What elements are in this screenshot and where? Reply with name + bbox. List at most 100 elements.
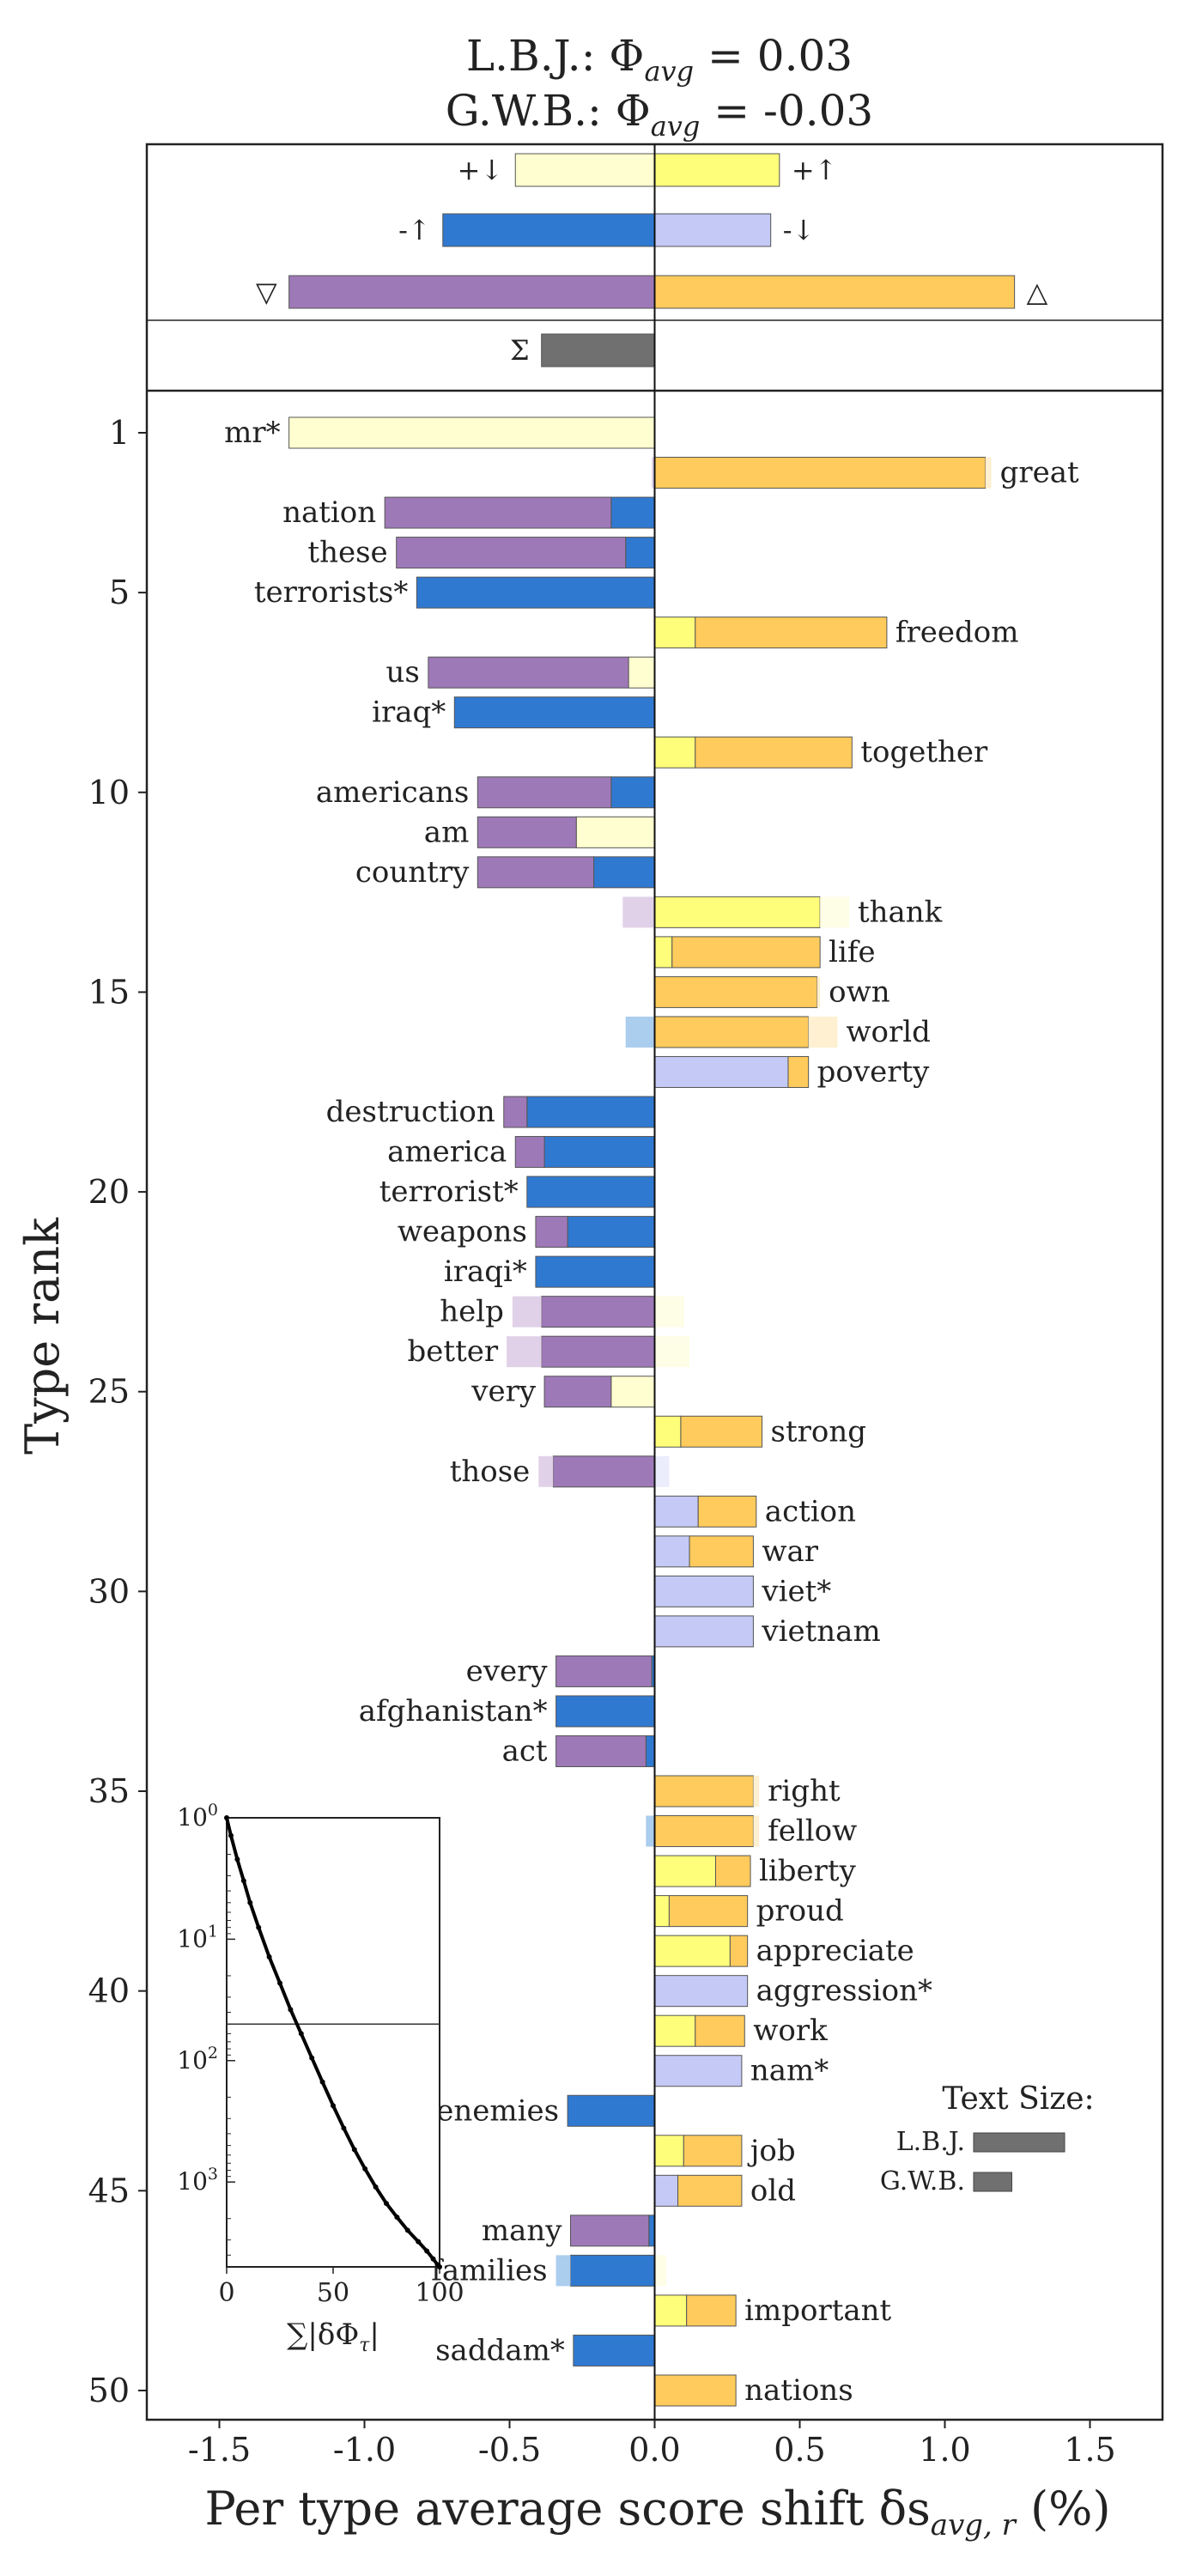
inset-curve-point bbox=[228, 1832, 234, 1838]
word-bar-segment bbox=[477, 856, 595, 889]
inset-curve-point bbox=[362, 2166, 368, 2172]
word-bar-segment bbox=[654, 2055, 743, 2087]
word-bar-segment bbox=[477, 776, 612, 809]
sum-panel: Σ bbox=[510, 333, 655, 368]
word-label: mr* bbox=[224, 416, 281, 450]
word-bar-segment bbox=[628, 656, 656, 689]
word-label: job bbox=[747, 2134, 796, 2168]
word-label: enemies bbox=[436, 2093, 559, 2128]
x-tick-label: -1.0 bbox=[333, 2431, 396, 2469]
word-label: iraqi* bbox=[444, 1255, 527, 1289]
word-bar-segment bbox=[535, 1216, 568, 1249]
inset-curve-point bbox=[373, 2184, 379, 2190]
word-bar-segment bbox=[686, 2294, 737, 2327]
word-label: very bbox=[470, 1375, 537, 1409]
word-bar-segment bbox=[503, 1096, 528, 1128]
word-bar-segment bbox=[654, 1495, 699, 1528]
inset-y-tick-label: 102 bbox=[177, 2044, 218, 2075]
summary-bar bbox=[654, 213, 772, 247]
x-tick-label: -1.5 bbox=[188, 2431, 251, 2469]
word-bar-segment bbox=[575, 816, 655, 848]
legend-label: G.W.B. bbox=[880, 2166, 965, 2196]
word-bar-segment bbox=[541, 1296, 655, 1328]
word-bar-segment bbox=[654, 975, 818, 1008]
word-bar-segment bbox=[477, 816, 577, 848]
word-bar-segment bbox=[787, 1055, 810, 1088]
word-bar-segment bbox=[654, 1535, 690, 1568]
word-bar-segment bbox=[507, 1336, 542, 1368]
word-bar-segment bbox=[654, 1415, 682, 1448]
summary-label: -↑ bbox=[398, 214, 431, 246]
inset-curve-point bbox=[430, 2256, 436, 2262]
inset-curve-point bbox=[298, 2031, 304, 2037]
word-bar-segment bbox=[654, 1336, 690, 1368]
word-bar-segment bbox=[573, 2334, 655, 2366]
word-label: viet* bbox=[761, 1574, 831, 1608]
word-bar-segment bbox=[567, 2094, 655, 2127]
x-tick-label: 1.5 bbox=[1064, 2431, 1115, 2469]
word-label: every bbox=[466, 1654, 549, 1688]
inset-curve-point bbox=[394, 2215, 400, 2221]
word-bar-segment bbox=[428, 656, 629, 689]
word-label: appreciate bbox=[756, 1934, 914, 1968]
word-bar-segment bbox=[625, 537, 656, 569]
word-bar-segment bbox=[416, 576, 655, 609]
inset-curve-point bbox=[341, 2125, 347, 2131]
word-bar-segment bbox=[288, 416, 655, 449]
word-label: america bbox=[387, 1135, 507, 1170]
word-label: war bbox=[762, 1534, 818, 1569]
inset-y-tick-label: 101 bbox=[177, 1922, 218, 1953]
inset-curve-point bbox=[331, 2103, 336, 2109]
word-bar-segment bbox=[512, 1296, 542, 1327]
inset-curve-point bbox=[256, 1924, 262, 1930]
word-bar-segment bbox=[625, 1016, 655, 1048]
word-bar-segment bbox=[654, 1016, 810, 1048]
word-bar-segment bbox=[610, 496, 655, 529]
summary-bar bbox=[654, 153, 780, 187]
word-label: nam* bbox=[750, 2054, 829, 2088]
y-tick-label: 25 bbox=[88, 1373, 130, 1411]
word-bar-segment bbox=[654, 1815, 754, 1848]
summary-label: +↑ bbox=[792, 154, 838, 186]
word-label: freedom bbox=[895, 616, 1019, 650]
word-bar-segment bbox=[654, 936, 673, 969]
word-label: old bbox=[750, 2173, 796, 2208]
y-tick-label: 20 bbox=[88, 1173, 130, 1211]
chart-title-line2: G.W.B.: Φavg = -0.03 bbox=[446, 86, 874, 143]
word-label: action bbox=[765, 1494, 856, 1528]
inset-frame bbox=[226, 1817, 440, 2268]
word-label: families bbox=[431, 2253, 547, 2287]
summary-panel: +↓ +↑ -↑ -↓ ▽ △ bbox=[256, 153, 1048, 309]
word-bar-segment bbox=[555, 2255, 571, 2287]
word-label: aggression* bbox=[756, 1974, 932, 2008]
inset-x-tick-label: 100 bbox=[415, 2278, 464, 2308]
inset-curve-point bbox=[234, 1856, 240, 1862]
summary-bar bbox=[288, 275, 655, 309]
y-tick-label: 1 bbox=[109, 414, 130, 452]
y-axis-label: Type rank bbox=[15, 1217, 70, 1455]
sum-bar bbox=[541, 333, 655, 368]
inset-curve-point bbox=[351, 2147, 357, 2153]
word-label: great bbox=[1000, 456, 1079, 490]
legend-size-bar bbox=[973, 2132, 1065, 2153]
x-axis-label: Per type average score shift δsavg, r (%… bbox=[204, 2482, 1110, 2543]
word-label: liberty bbox=[759, 1854, 857, 1888]
word-bar-segment bbox=[654, 1935, 731, 1967]
word-bar-segment bbox=[654, 1296, 684, 1327]
word-label: poverty bbox=[817, 1054, 930, 1089]
word-bar-segment bbox=[808, 1016, 838, 1048]
inset-x-label: ∑|δΦτ| bbox=[287, 2318, 379, 2356]
inset-curve-point bbox=[240, 1878, 246, 1884]
word-bar-segment bbox=[646, 1815, 655, 1847]
word-bar-segment bbox=[695, 617, 888, 649]
word-bar-segment bbox=[714, 1855, 751, 1887]
word-bar-segment bbox=[654, 2014, 696, 2047]
word-bar-segment bbox=[654, 1895, 670, 1928]
inset-curve-point bbox=[404, 2227, 410, 2233]
word-label: destruction bbox=[326, 1095, 495, 1129]
word-label: am bbox=[424, 815, 470, 849]
word-bar-segment bbox=[543, 1376, 612, 1408]
word-label: these bbox=[307, 536, 387, 570]
word-label: fellow bbox=[768, 1814, 857, 1849]
word-label: vietnam bbox=[761, 1614, 880, 1649]
